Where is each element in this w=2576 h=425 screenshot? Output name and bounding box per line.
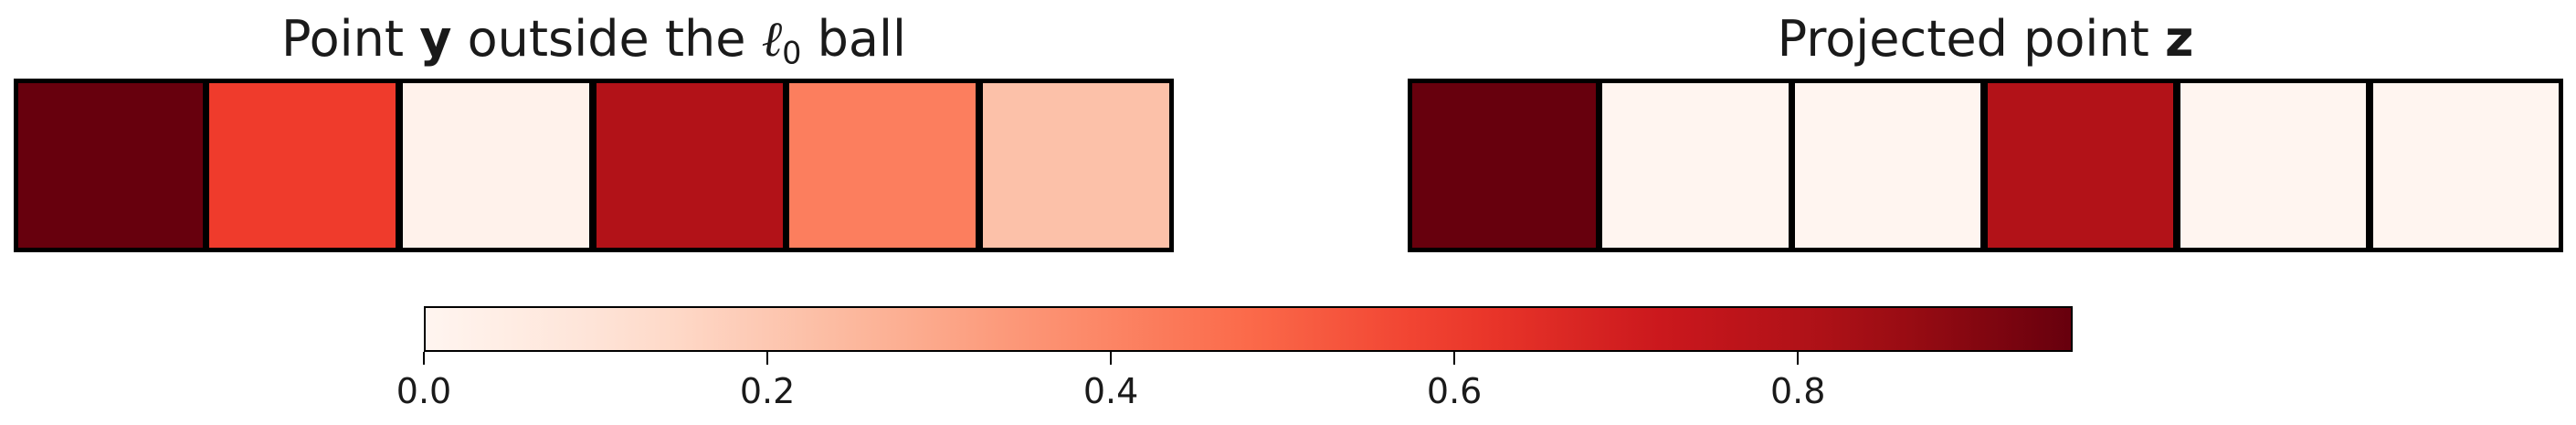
heatmap-cell bbox=[1790, 79, 1986, 252]
colorbar-tick-label: 0.0 bbox=[396, 371, 452, 411]
colorbar-tick bbox=[1110, 352, 1113, 365]
colorbar-tick bbox=[1797, 352, 1800, 365]
colorbar-tick-label: 0.6 bbox=[1426, 371, 1483, 411]
heatmap-cell bbox=[2368, 79, 2563, 252]
panel-y-title: Point y outside the ℓ0 ball bbox=[281, 10, 906, 71]
colorbar-tick bbox=[1453, 352, 1456, 365]
panel-z-title: Projected point z bbox=[1777, 10, 2194, 68]
colorbar-tick-label: 0.4 bbox=[1082, 371, 1139, 411]
heatmap-cell bbox=[14, 79, 207, 252]
colorbar bbox=[424, 306, 2073, 352]
colorbar-tick bbox=[766, 352, 769, 365]
heatmap-cell bbox=[1598, 79, 1793, 252]
heatmap-strip-y bbox=[14, 79, 1174, 252]
colorbar-tick bbox=[423, 352, 425, 365]
colorbar-tick-label: 0.2 bbox=[739, 371, 796, 411]
heatmap-cell bbox=[1983, 79, 2179, 252]
heatmap-cell bbox=[591, 79, 787, 252]
heatmap-cell bbox=[977, 79, 1174, 252]
heatmap-cell bbox=[397, 79, 594, 252]
heatmap-cell bbox=[785, 79, 981, 252]
heatmap-cell bbox=[205, 79, 401, 252]
colorbar-tick-label: 0.8 bbox=[1769, 371, 1826, 411]
heatmap-cell bbox=[2175, 79, 2371, 252]
heatmap-cell bbox=[1408, 79, 1600, 252]
colorbar-gradient bbox=[424, 306, 2073, 352]
heatmap-strip-z bbox=[1408, 79, 2563, 252]
